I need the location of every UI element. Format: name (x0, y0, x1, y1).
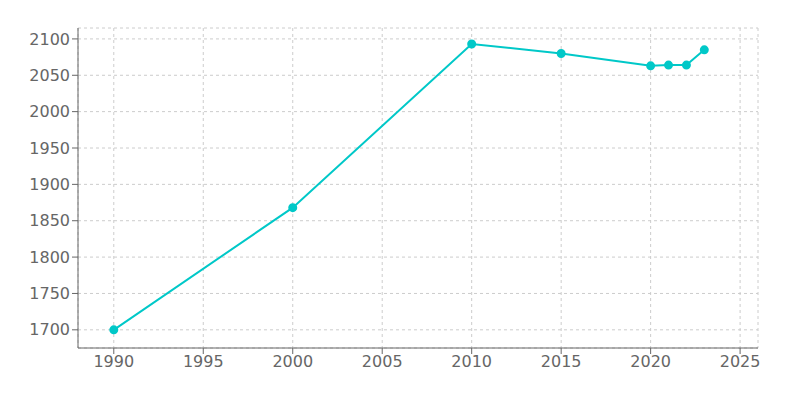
svg-text:1800: 1800 (29, 248, 70, 267)
svg-text:1990: 1990 (93, 352, 134, 371)
svg-text:2000: 2000 (272, 352, 313, 371)
svg-text:2025: 2025 (720, 352, 761, 371)
svg-text:2010: 2010 (451, 352, 492, 371)
svg-text:1995: 1995 (183, 352, 224, 371)
svg-text:2005: 2005 (362, 352, 403, 371)
svg-text:1750: 1750 (29, 284, 70, 303)
svg-text:1950: 1950 (29, 139, 70, 158)
svg-text:1900: 1900 (29, 175, 70, 194)
svg-text:1700: 1700 (29, 320, 70, 339)
svg-text:2015: 2015 (541, 352, 582, 371)
svg-text:2100: 2100 (29, 30, 70, 49)
svg-text:1850: 1850 (29, 211, 70, 230)
svg-text:2000: 2000 (29, 102, 70, 121)
svg-text:2020: 2020 (630, 352, 671, 371)
svg-text:2050: 2050 (29, 66, 70, 85)
